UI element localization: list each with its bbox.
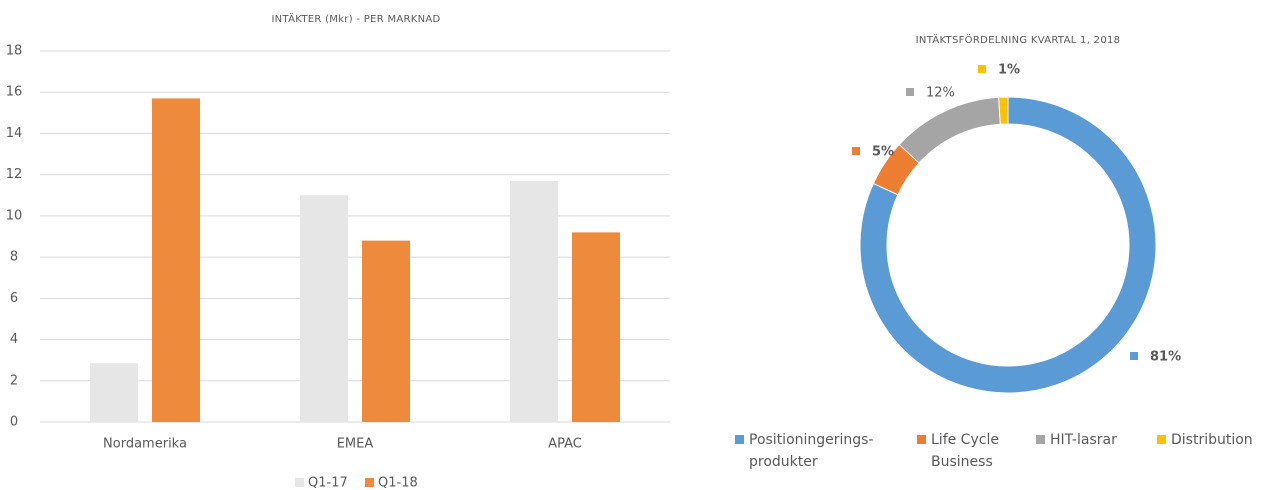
bar	[362, 240, 410, 422]
y-tick-label: 8	[10, 250, 18, 265]
donut-chart-title: INTÄKTSFÖRDELNING KVARTAL 1, 2018	[916, 33, 1121, 46]
y-tick-label: 6	[10, 291, 18, 306]
data-label: 5%	[872, 145, 894, 160]
bar	[90, 363, 138, 422]
x-tick-label: APAC	[548, 437, 582, 452]
bar	[300, 195, 348, 422]
legend-swatch	[1157, 435, 1166, 444]
y-tick-label: 12	[6, 167, 23, 182]
legend-swatch	[917, 435, 926, 444]
data-label: 1%	[998, 63, 1020, 78]
legend-swatch	[365, 478, 374, 487]
donut-segment	[998, 96, 1009, 125]
bar	[152, 98, 200, 423]
legend-item: Distribution	[1157, 429, 1263, 451]
legend-label: Distribution	[1171, 432, 1253, 448]
legend-label: Life Cycle Business	[931, 432, 999, 470]
y-tick-label: 2	[10, 373, 18, 388]
donut-segment	[859, 96, 1157, 394]
data-label-swatch	[852, 147, 860, 155]
y-tick-label: 16	[6, 85, 23, 100]
data-label-swatch	[978, 65, 986, 73]
data-label-swatch	[1130, 352, 1138, 360]
y-tick-label: 14	[6, 126, 23, 141]
bar	[510, 180, 558, 422]
legend-label: HIT-lasrar	[1050, 432, 1117, 448]
data-label: 12%	[926, 86, 955, 101]
bar-chart-title: INTÄKTER (Mkr) - PER MARKNAD	[271, 12, 440, 25]
data-label: 81%	[1150, 350, 1181, 365]
legend-swatch	[1036, 435, 1045, 444]
legend-item: Positioningerings-produkter	[735, 429, 885, 473]
legend-label: Q1-17	[308, 476, 348, 490]
bar	[572, 232, 620, 422]
legend-label: Positioningerings-produkter	[749, 432, 874, 470]
y-tick-label: 4	[10, 332, 18, 347]
legend-item: Life Cycle Business	[917, 429, 1007, 473]
legend-label: Q1-18	[378, 476, 418, 490]
y-tick-label: 18	[6, 44, 23, 59]
y-tick-label: 10	[6, 208, 23, 223]
y-tick-label: 0	[10, 415, 18, 430]
data-label-swatch	[906, 88, 914, 96]
legend-swatch	[735, 435, 744, 444]
x-tick-label: Nordamerika	[103, 437, 187, 452]
donut-segment	[898, 96, 1001, 164]
legend-swatch	[295, 478, 304, 487]
x-tick-label: EMEA	[337, 437, 374, 452]
legend-item: HIT-lasrar	[1036, 429, 1136, 451]
